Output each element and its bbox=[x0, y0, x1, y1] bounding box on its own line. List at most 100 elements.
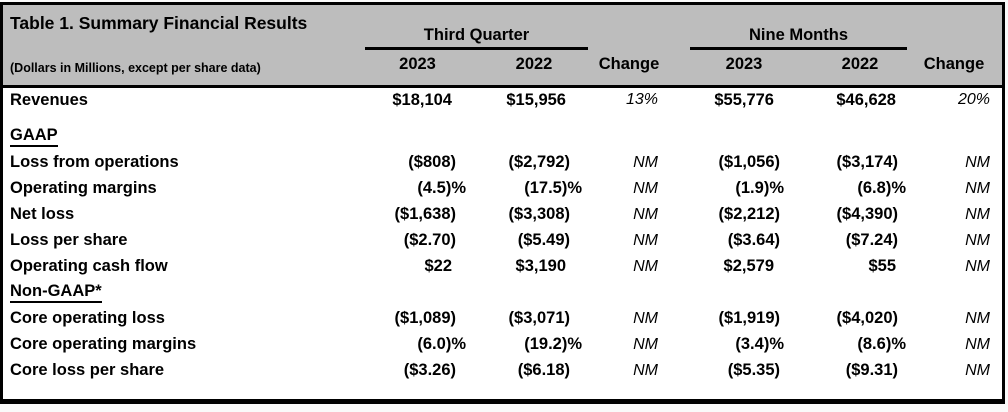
value-cell: ($2,792) bbox=[508, 153, 570, 171]
value-cell: ($4,020) bbox=[836, 309, 898, 327]
column-header-q3-change: Change bbox=[588, 49, 670, 88]
column-header-nm-change: Change bbox=[906, 49, 1002, 88]
value-cell: ($1,919) bbox=[718, 309, 780, 327]
table-row: Core operating margins (6.0)% (19.2)% NM (3.… bbox=[3, 332, 1002, 358]
section-row: GAAP bbox=[3, 124, 1002, 150]
value-cell: 13% bbox=[625, 91, 658, 109]
value-cell: NM bbox=[965, 153, 990, 171]
table-row: Operating margins (4.5)% (17.5)% NM (1.9)% (6… bbox=[3, 176, 1002, 202]
table-row: Core loss per share ($3.26) ($6.18) NM ($5.3… bbox=[3, 358, 1002, 384]
value-cell: $46,628 bbox=[836, 90, 896, 109]
section-row: Non-GAAP* bbox=[3, 280, 1002, 306]
table-row: Core operating loss ($1,089) ($3,071) NM ($1… bbox=[3, 306, 1002, 332]
value-cell bbox=[353, 124, 468, 150]
value-cell: (3.4)% bbox=[735, 335, 784, 353]
table-row: Net loss ($1,638) ($3,308) NM ($2,212) ($4,39… bbox=[3, 202, 1002, 228]
value-cell: NM bbox=[965, 257, 990, 275]
row-label: Loss from operations bbox=[10, 153, 179, 171]
row-label: Operating margins bbox=[10, 179, 157, 197]
value-cell: ($3.26) bbox=[403, 361, 456, 379]
table-subtitle: (Dollars in Millions, except per share d… bbox=[10, 61, 261, 76]
value-cell: ($1,638) bbox=[394, 205, 456, 223]
value-cell: NM bbox=[633, 153, 658, 171]
spacer-cell bbox=[588, 5, 670, 50]
value-cell bbox=[588, 124, 670, 150]
table-header: Table 1. Summary Financial Results (Doll… bbox=[3, 5, 1002, 88]
value-cell: (8.6)% bbox=[857, 335, 906, 353]
table-body: Revenues $18,104 $15,956 13% $55,776 $46,628 2… bbox=[3, 87, 1002, 384]
value-cell: ($5.35) bbox=[727, 361, 780, 379]
value-cell: NM bbox=[965, 335, 990, 353]
row-label: GAAP bbox=[3, 124, 353, 150]
value-cell: (6.8)% bbox=[857, 179, 906, 197]
value-cell: (17.5)% bbox=[524, 179, 582, 197]
value-cell: ($7.24) bbox=[845, 231, 898, 249]
column-group-third-quarter: Third Quarter bbox=[353, 5, 588, 50]
value-cell: ($9.31) bbox=[845, 361, 898, 379]
value-cell: $18,104 bbox=[392, 90, 452, 109]
value-cell: ($5.49) bbox=[517, 231, 570, 249]
value-cell: NM bbox=[633, 335, 658, 353]
value-cell bbox=[670, 280, 784, 306]
value-cell bbox=[784, 280, 906, 306]
column-header-q3-2022: 2022 bbox=[468, 49, 588, 88]
row-label: Operating cash flow bbox=[10, 257, 168, 275]
value-cell: (1.9)% bbox=[735, 179, 784, 197]
value-cell: NM bbox=[633, 231, 658, 249]
value-cell bbox=[784, 124, 906, 150]
value-cell bbox=[353, 280, 468, 306]
table-row: Loss from operations ($808) ($2,792) NM ($1,… bbox=[3, 150, 1002, 176]
value-cell: NM bbox=[965, 231, 990, 249]
financial-summary-table-frame: Table 1. Summary Financial Results (Doll… bbox=[0, 2, 1005, 404]
column-group-nine-months: Nine Months bbox=[670, 5, 907, 50]
value-cell: NM bbox=[965, 205, 990, 223]
value-cell: ($6.18) bbox=[517, 361, 570, 379]
value-cell: ($3,174) bbox=[836, 153, 898, 171]
table-row: Loss per share ($2.70) ($5.49) NM ($3.64) ($7… bbox=[3, 228, 1002, 254]
row-label: Revenues bbox=[10, 90, 88, 109]
row-label: Loss per share bbox=[10, 231, 128, 249]
value-cell: ($808) bbox=[408, 153, 456, 171]
column-header-nm-2022: 2022 bbox=[784, 49, 906, 88]
value-cell: NM bbox=[633, 361, 658, 379]
value-cell: NM bbox=[633, 179, 658, 197]
column-header-q3-2023: 2023 bbox=[353, 49, 468, 88]
table-title: Table 1. Summary Financial Results bbox=[10, 13, 308, 33]
row-label: Core operating loss bbox=[10, 309, 165, 327]
value-cell: $15,956 bbox=[506, 90, 566, 109]
value-cell: NM bbox=[965, 309, 990, 327]
value-cell: ($2,212) bbox=[718, 205, 780, 223]
value-cell: $55 bbox=[868, 257, 896, 275]
value-cell: ($1,089) bbox=[394, 309, 456, 327]
value-cell: $2,579 bbox=[723, 257, 774, 275]
value-cell: NM bbox=[633, 309, 658, 327]
value-cell: $55,776 bbox=[714, 90, 774, 109]
column-header-nm-2023: 2023 bbox=[670, 49, 784, 88]
value-cell: (4.5)% bbox=[417, 179, 466, 197]
spacer-cell bbox=[3, 113, 1002, 124]
value-cell: ($1,056) bbox=[718, 153, 780, 171]
summary-financial-results-table: Table 1. Summary Financial Results (Doll… bbox=[3, 5, 1002, 384]
row-spacer bbox=[3, 113, 1002, 124]
value-cell: 20% bbox=[957, 91, 990, 109]
value-cell: ($3,308) bbox=[508, 205, 570, 223]
title-cell: Table 1. Summary Financial Results (Doll… bbox=[3, 5, 353, 88]
table-row: Operating cash flow $22 $3,190 NM $2,579 $55 N… bbox=[3, 254, 1002, 280]
value-cell: ($2.70) bbox=[403, 231, 456, 249]
value-cell: NM bbox=[965, 361, 990, 379]
table-row: Revenues $18,104 $15,956 13% $55,776 $46,628 2… bbox=[3, 87, 1002, 113]
row-label: Core loss per share bbox=[10, 361, 165, 379]
value-cell bbox=[588, 280, 670, 306]
spacer-cell bbox=[906, 5, 1002, 50]
row-label: Core operating margins bbox=[10, 335, 197, 353]
row-label: Net loss bbox=[10, 205, 75, 223]
value-cell bbox=[468, 124, 588, 150]
value-cell: ($3,071) bbox=[508, 309, 570, 327]
value-cell bbox=[906, 124, 1002, 150]
value-cell: ($3.64) bbox=[727, 231, 780, 249]
value-cell: NM bbox=[965, 179, 990, 197]
value-cell bbox=[670, 124, 784, 150]
column-group-nine-months-label: Nine Months bbox=[690, 26, 907, 50]
value-cell: ($4,390) bbox=[836, 205, 898, 223]
value-cell: $22 bbox=[424, 257, 452, 275]
